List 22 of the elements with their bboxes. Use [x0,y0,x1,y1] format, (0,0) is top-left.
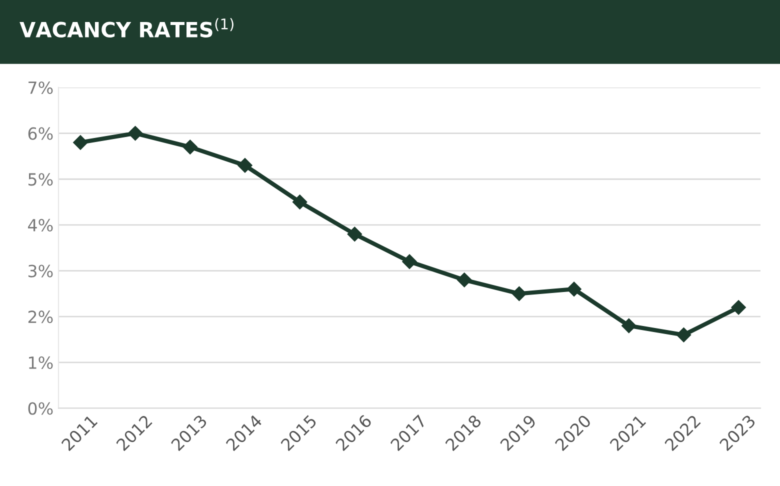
y-tick-label: 0% [28,402,53,415]
y-tick-label: 6% [28,127,53,140]
y-tick-label: 7% [28,81,53,94]
y-tick-label: 1% [29,356,53,369]
point [621,318,636,334]
y-tick-label: 2% [28,310,53,324]
point [238,158,252,173]
point [512,286,527,302]
point [128,126,143,141]
point [182,140,198,154]
point [456,272,472,288]
chart-title: VACANCY RATES$^{(1)}$ [20,18,234,38]
point [402,254,417,269]
y-tick-label: 4% [28,218,53,232]
point [676,328,692,342]
point [73,135,88,150]
point [347,226,362,242]
point [731,300,746,315]
point [292,194,308,210]
y-tick-label: 5% [28,173,53,186]
y-tick-label: 3% [28,264,53,278]
point [566,282,582,296]
